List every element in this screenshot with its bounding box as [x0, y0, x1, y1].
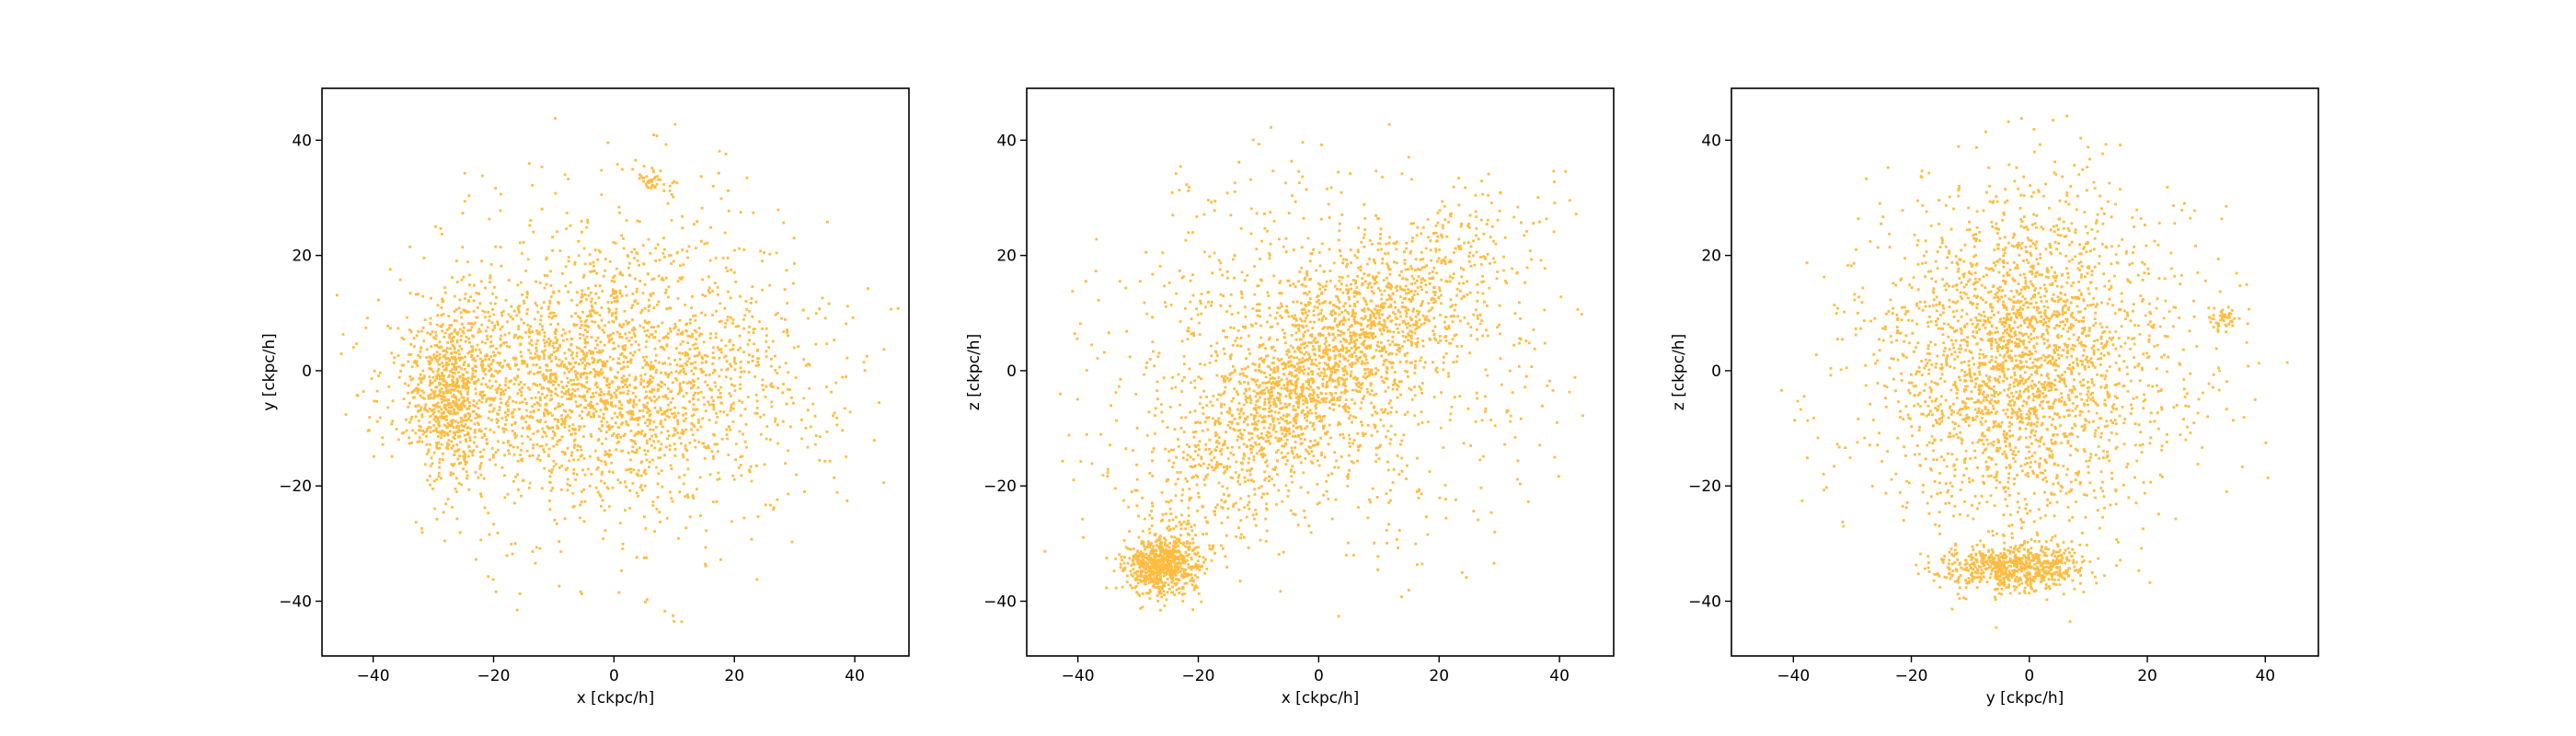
x-tick-label-xz: 20 — [1429, 667, 1449, 685]
y-tick-label-xz: −20 — [983, 477, 1017, 496]
y-tick-label-yz: −40 — [1688, 592, 1721, 611]
y-tick-label-xy: 0 — [302, 362, 312, 381]
x-axis-label-xy: x [ckpc/h] — [577, 689, 655, 707]
plot-frame-xy — [321, 87, 910, 657]
y-tick-label-xz: 40 — [996, 132, 1017, 150]
scatter-markers-xz — [1043, 122, 1584, 618]
scatter-points-xz — [1043, 122, 1584, 618]
plot-frame-yz — [1731, 87, 2319, 657]
x-tick-label-yz: 40 — [2255, 667, 2275, 685]
y-tick-label-xz: 0 — [1006, 362, 1017, 381]
y-tick-label-xz: 20 — [996, 247, 1017, 266]
y-tick-label-xy: 40 — [292, 132, 312, 150]
x-tick-label-xy: 40 — [845, 667, 865, 685]
ticks-yz: −40 −20 0 20 40 −40 −20 0 20 40 — [1688, 132, 2275, 685]
x-tick-label-xz: −40 — [1062, 667, 1095, 685]
ticks-xz: −40 −20 0 20 40 −40 −20 0 20 40 — [983, 132, 1570, 685]
x-tick-label-xy: −20 — [477, 667, 511, 685]
scatter-panel-xy: −40 −20 0 20 40 −40 −20 0 20 40 x [ckpc/h] y [ckp… — [260, 87, 910, 707]
x-tick-label-yz: −40 — [1777, 667, 1810, 685]
y-tick-label-yz: −20 — [1688, 477, 1721, 496]
x-tick-label-xy: 20 — [724, 667, 744, 685]
x-axis-label-yz: y [ckpc/h] — [1986, 689, 2064, 707]
x-tick-label-xy: −40 — [357, 667, 390, 685]
x-tick-label-yz: 20 — [2137, 667, 2157, 685]
y-tick-label-xy: −40 — [279, 592, 312, 611]
scatter-points-yz — [1780, 114, 2289, 629]
plot-frame-xz — [1026, 87, 1615, 657]
y-tick-label-yz: 40 — [1701, 132, 1721, 150]
x-axis-label-xz: x [ckpc/h] — [1282, 689, 1360, 707]
x-tick-label-xz: 40 — [1549, 667, 1570, 685]
y-tick-label-xy: 20 — [292, 247, 312, 266]
y-tick-label-xz: −40 — [983, 592, 1017, 611]
y-tick-label-yz: 20 — [1701, 247, 1721, 266]
x-tick-label-yz: 0 — [2024, 667, 2034, 685]
y-tick-label-yz: 0 — [1711, 362, 1721, 381]
scatter-markers-yz — [1780, 114, 2289, 629]
scatter-points-xy — [335, 117, 900, 624]
y-axis-label-xy: y [ckpc/h] — [260, 333, 279, 411]
y-tick-label-xy: −20 — [279, 477, 312, 496]
ticks-xy: −40 −20 0 20 40 −40 −20 0 20 40 — [279, 132, 865, 685]
x-tick-label-xy: 0 — [609, 667, 619, 685]
y-axis-label-xz: z [ckpc/h] — [965, 334, 983, 410]
x-tick-label-xz: −20 — [1182, 667, 1215, 685]
x-tick-label-yz: −20 — [1895, 667, 1928, 685]
scatter-panel-yz: −40 −20 0 20 40 −40 −20 0 20 40 y [ckpc/h] z [ckp… — [1670, 87, 2319, 707]
x-tick-label-xz: 0 — [1314, 667, 1324, 685]
scatter-markers-xy — [335, 117, 900, 624]
scatter-panel-xz: −40 −20 0 20 40 −40 −20 0 20 40 x [ckpc/h] z [ckp… — [965, 87, 1615, 707]
y-axis-label-yz: z [ckpc/h] — [1670, 334, 1688, 410]
